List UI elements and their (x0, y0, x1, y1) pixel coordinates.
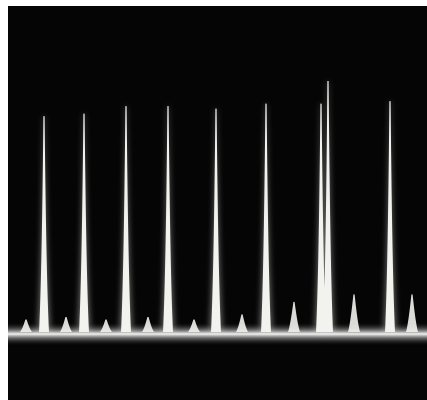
trace-peak-small (188, 319, 200, 332)
trace-peak-small (142, 316, 154, 332)
trace-peak-tall (316, 103, 326, 332)
oscilloscope-screen (8, 6, 427, 400)
trace-peak-small (60, 316, 72, 332)
waveform-plot (8, 81, 427, 346)
trace-peak-tall (261, 103, 271, 332)
trace-peak-small (348, 294, 360, 332)
trace-peak-tall (385, 101, 395, 332)
trace-peak-tall (323, 81, 333, 332)
trace-peak-small (236, 314, 248, 332)
trace-peak-tall (121, 106, 131, 332)
trace-peak-tall (39, 116, 49, 332)
trace-peak-small (20, 319, 32, 332)
trace-peak-small (288, 301, 300, 332)
trace-peak-small (100, 319, 112, 332)
trace-peak-tall (163, 106, 173, 332)
trace-peaks (20, 81, 418, 332)
trace-peak-tall (79, 113, 89, 332)
trace-peak-tall (211, 108, 221, 332)
trace-peak-small (406, 294, 418, 332)
